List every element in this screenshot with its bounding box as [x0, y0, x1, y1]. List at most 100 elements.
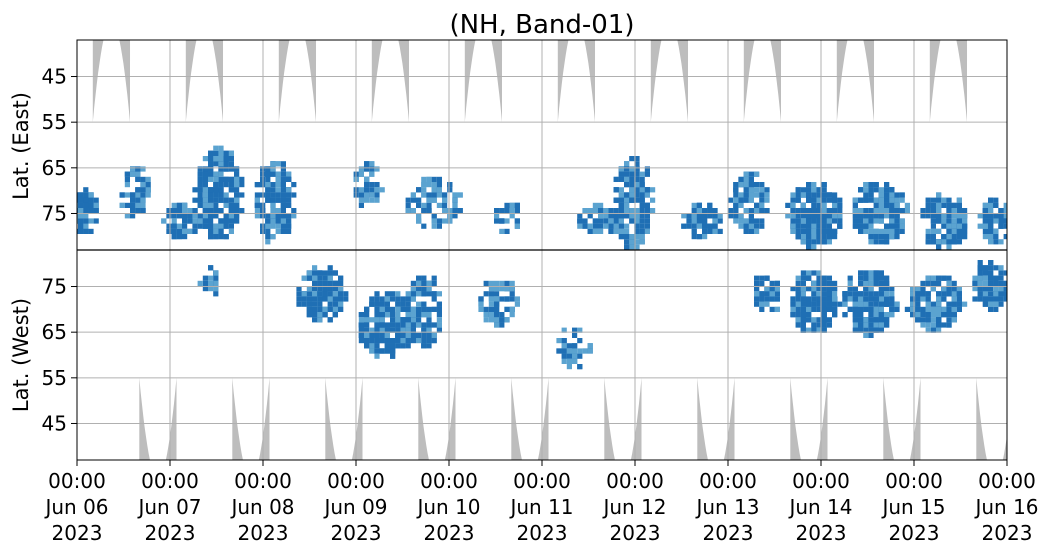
activity-cell	[208, 197, 214, 203]
activity-cell	[374, 301, 380, 307]
activity-cell	[358, 197, 364, 203]
activity-cell	[322, 306, 328, 312]
activity-cell	[317, 275, 323, 281]
activity-cell	[852, 317, 858, 323]
activity-cell	[317, 301, 323, 307]
activity-cell	[951, 296, 957, 302]
activity-cell	[754, 275, 760, 281]
activity-cell	[379, 317, 385, 323]
activity-cell	[826, 317, 832, 323]
activity-cell	[197, 213, 203, 219]
activity-cell	[405, 338, 411, 344]
activity-cell	[691, 234, 697, 240]
activity-cell	[488, 291, 494, 297]
activity-cell	[286, 171, 292, 177]
activity-cluster	[681, 202, 723, 240]
activity-cell	[572, 343, 578, 349]
activity-cell	[748, 192, 754, 198]
activity-cell	[759, 197, 765, 203]
activity-cell	[915, 306, 921, 312]
activity-cell	[852, 286, 858, 292]
activity-cell	[228, 223, 234, 229]
activity-cell	[442, 197, 448, 203]
activity-cell	[374, 332, 380, 338]
activity-cell	[910, 291, 916, 297]
activity-cell	[878, 192, 884, 198]
activity-cell	[759, 202, 765, 208]
activity-cell	[140, 166, 146, 172]
activity-cell	[717, 213, 723, 219]
activity-cell	[431, 197, 437, 203]
activity-cell	[873, 296, 879, 302]
activity-cell	[941, 306, 947, 312]
activity-cell	[774, 280, 780, 286]
x-tick-label: 2023	[610, 521, 661, 545]
activity-cell	[800, 286, 806, 292]
activity-cell	[936, 280, 942, 286]
activity-cell	[592, 223, 598, 229]
activity-cell	[852, 312, 858, 318]
activity-cell	[405, 317, 411, 323]
activity-cell	[78, 213, 84, 219]
activity-cell	[696, 234, 702, 240]
activity-cluster	[977, 197, 1007, 245]
activity-cell	[988, 228, 994, 234]
activity-cell	[483, 317, 489, 323]
activity-cell	[764, 296, 770, 302]
activity-cell	[416, 197, 422, 203]
activity-cell	[208, 187, 214, 193]
activity-cell	[587, 228, 593, 234]
activity-cell	[816, 291, 822, 297]
activity-cell	[910, 296, 916, 302]
activity-cell	[884, 291, 890, 297]
activity-cell	[390, 338, 396, 344]
activity-cell	[852, 202, 858, 208]
activity-cell	[790, 202, 796, 208]
activity-cell	[816, 280, 822, 286]
activity-cell	[603, 223, 609, 229]
activity-cell	[863, 223, 869, 229]
activity-cell	[598, 218, 604, 224]
activity-cell	[988, 213, 994, 219]
activity-cell	[286, 197, 292, 203]
x-tick-label: 00:00	[327, 469, 385, 493]
activity-cell	[135, 166, 141, 172]
activity-cell	[192, 228, 198, 234]
activity-cell	[78, 228, 84, 234]
activity-cell	[800, 317, 806, 323]
activity-cell	[988, 208, 994, 214]
activity-cell	[280, 213, 286, 219]
activity-cell	[946, 291, 952, 297]
activity-cell	[327, 280, 333, 286]
activity-cell	[639, 197, 645, 203]
activity-cell	[806, 197, 812, 203]
activity-cell	[982, 202, 988, 208]
activity-cell	[88, 208, 94, 214]
activity-cell	[317, 270, 323, 276]
activity-cell	[696, 223, 702, 229]
activity-cell	[228, 197, 234, 203]
activity-cell	[182, 228, 188, 234]
activity-cell	[369, 348, 375, 354]
activity-cell	[878, 291, 884, 297]
activity-cell	[478, 296, 484, 302]
activity-cell	[982, 291, 988, 297]
activity-cell	[202, 182, 208, 188]
activity-cell	[795, 301, 801, 307]
activity-cell	[265, 239, 271, 245]
activity-cell	[286, 213, 292, 219]
activity-cell	[806, 312, 812, 318]
activity-cell	[993, 301, 999, 307]
x-tick-label: 2023	[52, 521, 103, 545]
activity-cell	[234, 176, 240, 182]
activity-cell	[993, 280, 999, 286]
activity-cell	[634, 197, 640, 203]
activity-cell	[915, 312, 921, 318]
chart-title: (NH, Band-01)	[449, 10, 634, 40]
activity-cell	[790, 218, 796, 224]
activity-cell	[982, 301, 988, 307]
activity-cell	[208, 161, 214, 167]
activity-cell	[951, 306, 957, 312]
x-tick-label: 00:00	[885, 469, 943, 493]
activity-cell	[384, 327, 390, 333]
